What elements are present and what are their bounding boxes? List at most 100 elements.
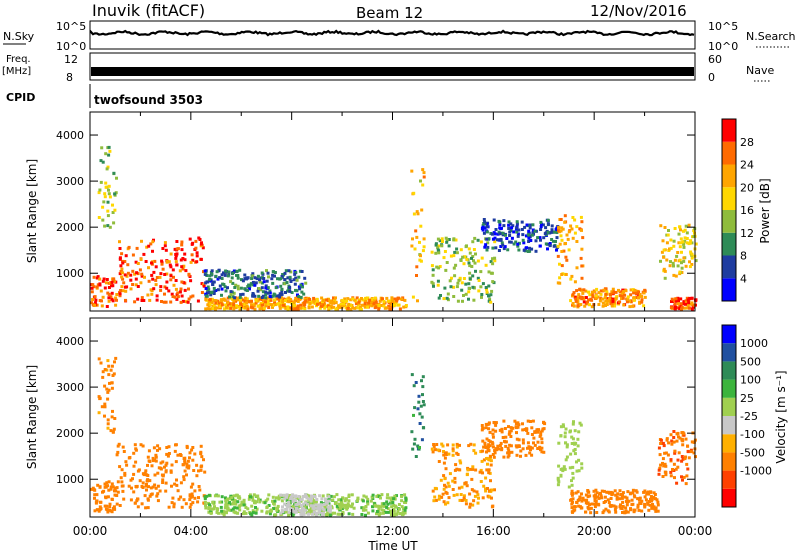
data-cell [640, 499, 644, 503]
data-cell [559, 218, 563, 221]
data-cell [449, 285, 453, 289]
data-cell [185, 465, 189, 469]
data-cell [632, 494, 636, 498]
data-cell [667, 441, 671, 445]
data-cell [98, 277, 102, 281]
data-cell [570, 489, 574, 493]
data-cell [169, 300, 173, 304]
data-cell [463, 255, 466, 259]
data-cell [684, 482, 688, 486]
data-cell [346, 506, 349, 510]
data-cell [482, 218, 486, 221]
data-cell [355, 296, 359, 300]
data-cell [349, 307, 353, 311]
data-cell [506, 446, 510, 450]
data-cell [223, 506, 227, 510]
data-cell [506, 451, 510, 455]
data-cell [297, 295, 301, 298]
data-cell [607, 501, 611, 504]
data-cell [484, 487, 487, 491]
data-cell [254, 298, 258, 302]
data-cell [392, 509, 396, 513]
data-cell [452, 493, 456, 497]
nsky-tick-top: 10^5 [56, 20, 86, 33]
freq-label-line2: [MHz] [2, 66, 31, 77]
data-cell [150, 464, 154, 468]
data-cell [99, 500, 103, 504]
data-cell [359, 305, 362, 309]
data-cell [296, 300, 300, 303]
data-cell [183, 288, 187, 292]
data-cell [179, 481, 183, 485]
data-cell [250, 504, 254, 508]
data-cell [530, 446, 534, 450]
data-cell [563, 467, 567, 471]
data-cell [404, 304, 408, 307]
data-cell [665, 241, 669, 245]
data-cell [559, 229, 563, 233]
data-cell [419, 179, 422, 183]
data-cell [132, 490, 136, 494]
data-cell [649, 497, 652, 501]
data-cell [672, 430, 676, 433]
data-cell [515, 222, 519, 226]
data-cell [382, 502, 386, 506]
data-cell [386, 510, 390, 514]
data-cell [472, 443, 476, 447]
data-cell [329, 494, 333, 498]
data-cell [238, 268, 242, 272]
data-cell [419, 224, 423, 228]
data-cell [404, 506, 408, 510]
data-cell [586, 495, 590, 499]
data-cell [682, 242, 686, 246]
data-cell [468, 502, 472, 506]
data-cell [108, 195, 112, 199]
data-cell [351, 512, 355, 516]
data-cell [287, 300, 291, 304]
data-cell [90, 286, 94, 290]
data-cell [272, 502, 276, 506]
data-cell [217, 302, 221, 306]
data-cell [156, 499, 160, 503]
data-cell [681, 443, 685, 447]
data-cell [98, 397, 102, 401]
data-cell [233, 506, 237, 510]
data-cell [584, 302, 588, 306]
data-cell [292, 278, 296, 282]
data-cell [249, 282, 253, 286]
data-cell [320, 497, 324, 501]
data-cell [276, 277, 279, 281]
data-cell [243, 287, 247, 291]
data-cell [526, 250, 530, 253]
data-cell [255, 507, 259, 511]
data-cell [546, 230, 550, 234]
x-tick-label: 12:00 [375, 524, 410, 538]
data-cell [613, 302, 617, 306]
data-cell [590, 298, 594, 302]
data-cell [275, 508, 279, 512]
data-cell [680, 459, 684, 463]
data-cell [446, 443, 450, 447]
data-cell [560, 264, 564, 268]
data-cell [464, 292, 468, 296]
data-cell [266, 497, 270, 501]
data-cell [115, 293, 119, 296]
data-cell [379, 496, 382, 500]
data-cell [474, 451, 478, 455]
data-cell [468, 492, 472, 496]
data-cell [678, 307, 682, 311]
data-cell [593, 495, 597, 499]
data-cell [170, 484, 173, 488]
data-cell [135, 499, 139, 503]
data-cell [364, 513, 367, 517]
data-cell [569, 498, 573, 502]
data-cell [208, 274, 212, 278]
data-cell [465, 473, 469, 477]
data-cell [602, 489, 606, 493]
data-cell [510, 226, 514, 230]
data-cell [595, 296, 599, 300]
data-cell [265, 505, 269, 509]
data-cell [319, 501, 323, 505]
data-cell [437, 497, 441, 501]
data-cell [155, 494, 159, 498]
